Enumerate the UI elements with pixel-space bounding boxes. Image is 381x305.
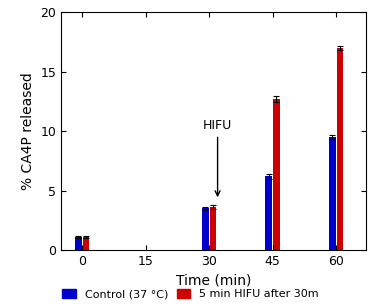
Y-axis label: % CA4P released: % CA4P released <box>21 72 35 190</box>
Bar <box>75 237 82 250</box>
Bar <box>336 48 343 250</box>
Bar <box>210 207 216 250</box>
Bar <box>83 237 89 250</box>
Bar <box>202 209 209 250</box>
Bar <box>266 176 272 250</box>
Bar <box>329 137 336 250</box>
Bar <box>273 99 280 250</box>
X-axis label: Time (min): Time (min) <box>176 274 251 288</box>
Text: HIFU: HIFU <box>203 119 232 196</box>
Legend: Control (37 °C), 5 min HIFU after 30m: Control (37 °C), 5 min HIFU after 30m <box>62 289 319 300</box>
